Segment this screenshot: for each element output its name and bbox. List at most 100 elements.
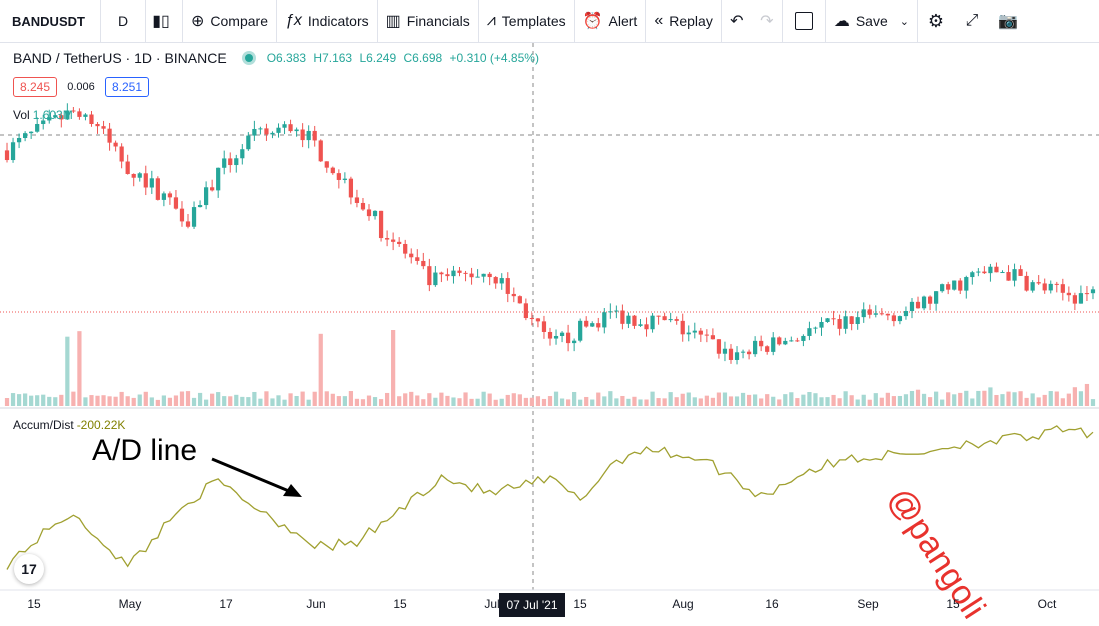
volume-bar [795,398,800,406]
volume-bar [125,396,130,406]
annotation-arrowhead [283,484,302,497]
rewind-icon: « [654,12,664,29]
redo-button[interactable]: ↷ [752,0,782,43]
candle-body [415,257,420,261]
symbol-search-button[interactable]: BANDUSDT [0,0,100,43]
candle-body [746,351,752,355]
volume-label: Vol [13,108,30,122]
volume-bar [131,397,136,406]
candle-body [777,337,782,345]
candle-body [813,327,818,329]
undo-button[interactable]: ↶ [722,0,752,43]
candle-body [354,197,360,203]
volume-value: 1.603M [32,108,73,122]
volume-bar [988,387,993,406]
volume-bar [934,391,939,406]
volume-bar [324,391,329,406]
volume-bar [155,399,160,406]
candle-body [1012,269,1017,281]
volume-bar [644,399,649,406]
candle-body [203,187,209,206]
candle-body [282,124,287,128]
templates-button[interactable]: ⩘ Templates [479,0,574,43]
volume-bar [1018,391,1023,406]
candle-body [29,131,34,134]
candle-body [119,146,124,162]
sell-button[interactable]: 8.245 [13,77,57,97]
candle-body [1036,282,1041,284]
volume-bar [1024,397,1029,406]
candle-body [47,117,52,121]
candle-body [807,328,812,336]
layout-button[interactable] [783,0,825,43]
financials-button[interactable]: ▥ Financials [378,0,478,43]
candle-body [885,313,890,316]
fullscreen-button[interactable]: ⤢ [954,0,990,43]
candle-body [234,158,239,166]
candle-body [698,330,703,335]
settings-button[interactable]: ⚙ [918,0,954,43]
candle-body [590,323,595,327]
candle-body [710,335,716,340]
volume-bar [10,393,16,406]
save-button[interactable]: ☁ Save ⌄ [826,0,917,43]
toolbar-divider [477,0,479,43]
volume-bar [994,394,999,406]
volume-bar [746,394,752,406]
candle-body [759,340,764,347]
close-value: C6.698 [403,51,443,65]
candle-body [185,221,191,227]
volume-bar [173,395,179,406]
screenshot-button[interactable]: 📷 [990,0,1026,43]
candle-body [529,318,535,320]
volume-bar [529,397,535,406]
candle-body [451,270,456,277]
replay-button[interactable]: « Replay [646,0,721,43]
volume-bar [439,392,444,406]
candle-body [1072,295,1077,304]
candle-body [716,339,722,354]
candle-body [728,348,734,360]
volume-bar [493,399,498,406]
volume-bar [674,397,679,406]
buy-button[interactable]: 8.251 [105,77,149,97]
volume-bar [403,393,408,406]
toolbar-divider [276,0,277,43]
candle-body [318,140,323,162]
volume-bar [161,395,166,406]
candle-body [909,301,915,312]
candle-body [523,303,528,319]
volume-bar [608,391,613,406]
volume-bar [77,331,82,406]
time-axis-tick-label: Aug [672,597,694,611]
volume-bar [915,389,921,406]
indicators-button[interactable]: ƒx Indicators [277,0,377,43]
candle-body [831,318,836,320]
chart-type-button[interactable]: ▮▯ [146,0,182,43]
change-value: +0.310 (+4.85%) [449,51,539,65]
candle-body [1060,284,1065,293]
candle-body [578,320,583,341]
volume-bar [234,394,239,406]
candle-body [535,318,541,322]
candle-body [71,110,76,112]
candle-body [348,178,354,198]
time-axis[interactable]: 15 May 17 Jun 15 Jul 15 Aug 16 Sep 15 Oct [0,590,1099,621]
alert-button[interactable]: ⏰ Alert [575,0,646,43]
volume-bar [505,394,510,406]
volume-bar [282,399,287,406]
market-status-dot [244,54,253,62]
templates-label: Templates [501,13,566,29]
tradingview-logo[interactable]: 17 [14,554,44,584]
compare-button[interactable]: ⊕ Compare [183,0,276,43]
time-axis-tick-label: Jun [306,597,326,611]
volume-bar [602,396,607,406]
interval-button[interactable]: D [101,0,145,43]
volume-bar [873,393,878,406]
candle-body [740,351,746,353]
candle-body [83,114,88,117]
candle-body [397,241,402,244]
volume-bar [1048,391,1053,406]
replay-label: Replay [669,13,713,29]
